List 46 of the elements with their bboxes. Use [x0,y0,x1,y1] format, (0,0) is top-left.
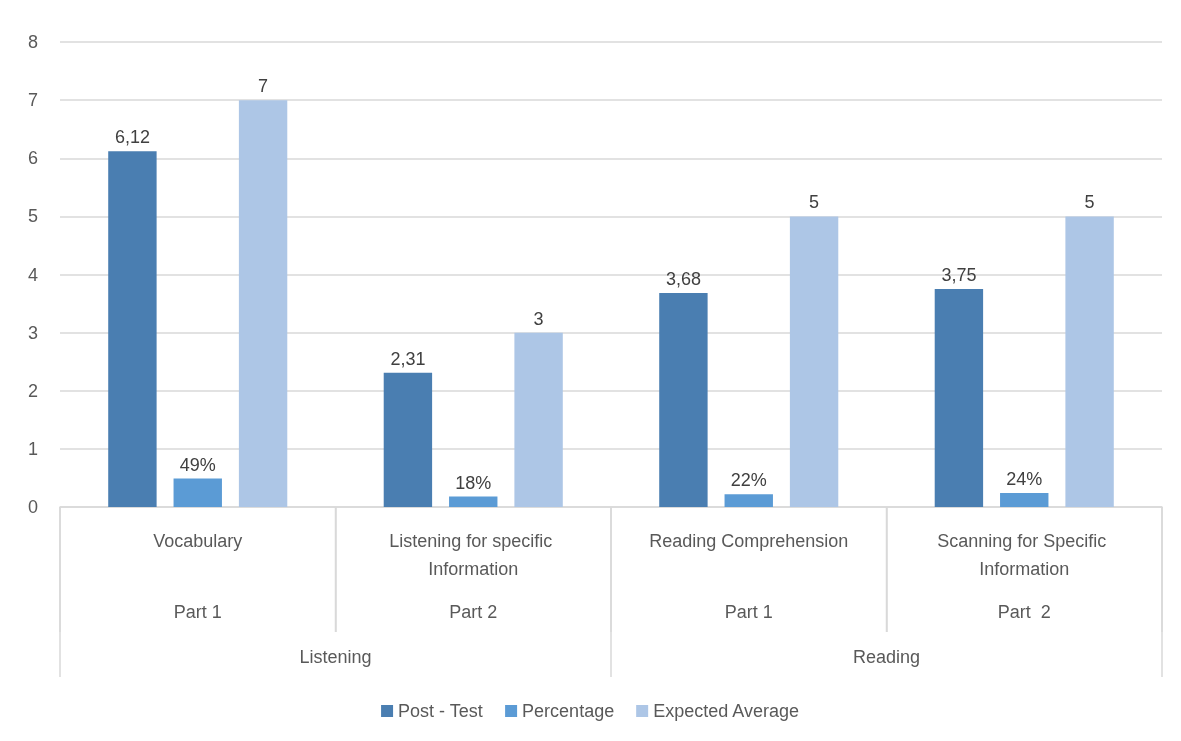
text: Reading [852,647,921,667]
bar [659,293,708,507]
data-label: 3 [533,308,544,329]
data-label: 5 [809,192,820,213]
bar [238,100,288,507]
text: Part 2 [449,602,498,622]
data-label: 5 [1084,192,1095,213]
y-tick-label: 4 [27,264,38,285]
text: Part 1 [724,602,773,622]
bar [934,289,984,507]
data-label: 18% [455,472,492,493]
data-label: 7 [258,76,269,97]
bar [173,478,222,507]
legend-label: Post - Test [398,701,483,721]
data-label: 49% [179,454,216,475]
bar [449,496,498,507]
y-tick-label: 6 [27,148,38,169]
x-tick-label: Reading Comprehension [649,531,849,551]
legend-label: Expected Average [653,701,799,721]
data-label: 3,68 [665,269,701,290]
y-tick-label: 8 [27,32,38,52]
bar [724,494,773,507]
bar [1065,216,1114,507]
text: Part 2 [997,602,1051,622]
y-tick-label: 2 [27,380,38,401]
bar [383,372,433,507]
x-tick-label: Scanning for Specific Information [937,531,1112,579]
x-tick-label: Listening for specific Information [389,531,558,579]
legend-label: Percentage [522,701,615,721]
x-tick-label: Vocabulary [153,531,243,551]
text: Listening [299,647,372,667]
y-tick-label: 7 [27,90,38,111]
data-label: 6,12 [114,127,150,148]
y-tick-label: 5 [27,206,38,227]
data-label: 24% [1006,469,1043,490]
bar [1000,493,1049,507]
data-label: 2,31 [390,348,426,369]
data-label: 3,75 [941,265,977,286]
data-label: 22% [730,470,767,491]
y-tick-label: 1 [27,438,38,459]
bar [108,151,157,507]
text: Part 1 [173,602,222,622]
y-tick-label: 3 [27,322,38,343]
bar [514,332,563,507]
y-tick-label: 0 [27,497,38,517]
bar [789,216,839,507]
